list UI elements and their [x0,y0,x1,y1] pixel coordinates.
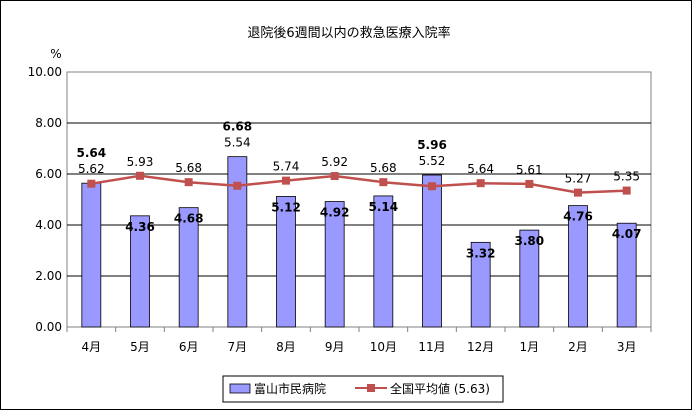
bar-value-label: 3.32 [466,246,496,260]
x-tick-label: 3月 [617,340,637,354]
line-value-label: 5.61 [516,163,543,177]
legend-swatch-bar [229,383,251,394]
bar [519,229,540,328]
x-tick-label: 12月 [467,340,494,354]
line-value-label: 5.64 [467,162,494,176]
bar-value-label: 6.68 [223,120,253,134]
y-axis-unit: % [50,47,61,61]
bar [373,195,394,328]
x-axis-ticks: 4月 5月 6月 7月 8月 9月 10月 11月 12月 1月 2月 3月 [66,327,652,354]
data-labels: 5.64 5.62 4.36 5.93 4.68 5.68 6.68 5.54 5.12 5.74… [77,120,642,261]
line-point [330,172,339,181]
bar-value-label: 5.96 [417,138,447,152]
y-tick-label: 10.00 [28,65,62,79]
legend-label-national-average: 全国平均値 (5.63) [390,381,490,396]
y-tick-label: 0.00 [35,320,62,334]
bar-series [81,156,637,328]
line-point [379,178,388,187]
legend-swatch-marker [367,384,375,392]
line-point [136,171,144,180]
line-series [87,171,631,197]
bar [422,174,442,328]
national-average-line [91,174,627,194]
y-tick-label: 8.00 [35,116,62,130]
bar-value-label: 5.14 [369,200,399,214]
line-point [282,176,290,185]
bar [470,241,491,328]
line-value-label: 5.93 [127,155,154,169]
bar [616,222,637,328]
bar [178,207,199,328]
y-tick-label: 2.00 [35,269,62,283]
gridlines [67,122,651,277]
line-value-label: 5.62 [78,162,105,176]
line-value-label: 5.68 [370,161,397,175]
bar-value-label: 3.80 [515,234,545,248]
x-tick-label: 8月 [276,340,296,354]
bar-value-label: 4.07 [612,227,642,241]
x-tick-label: 1月 [520,340,540,354]
legend-label-hospital: 富山市民病院 [254,381,326,396]
line-point [525,179,534,188]
legend: 富山市民病院 全国平均値 (5.63) [222,375,504,403]
bar [227,156,248,328]
bar-value-label: 4.92 [320,206,350,220]
bar [276,196,296,328]
plot-area [66,71,652,328]
bar [130,215,150,328]
line-value-label: 5.35 [613,170,640,184]
line-value-label: 5.27 [565,172,592,186]
x-tick-label: 9月 [325,340,345,354]
x-tick-label: 11月 [418,340,445,354]
bar-value-label: 5.12 [271,200,301,214]
line-point [184,178,193,187]
line-value-label: 5.92 [321,155,348,169]
x-tick-label: 4月 [82,340,102,354]
y-tick-label: 4.00 [35,218,62,232]
line-point [428,182,436,191]
line-value-label: 5.54 [224,136,251,150]
bar-value-label: 5.64 [77,146,107,160]
line-point [574,188,582,197]
line-value-label: 5.68 [175,161,202,175]
x-tick-label: 2月 [568,340,588,354]
line-point [87,179,96,188]
line-value-label: 5.74 [273,160,300,174]
line-value-label: 5.52 [419,154,446,168]
x-tick-label: 10月 [370,340,397,354]
line-point [476,179,485,188]
x-tick-label: 6月 [179,340,199,354]
bar [81,182,102,328]
line-point [622,186,631,195]
bar-value-label: 4.76 [563,210,593,224]
chart-title: 退院後6週間以内の救急医療入院率 [247,25,450,41]
bar-value-label: 4.36 [125,220,155,234]
x-tick-label: 5月 [130,340,150,354]
bar [324,201,345,328]
x-tick-label: 7月 [228,340,248,354]
y-axis-ticks: 0.00 2.00 4.00 6.00 8.00 10.00 [28,65,62,334]
bar-value-label: 4.68 [174,212,204,226]
bar [568,205,588,328]
y-tick-label: 6.00 [35,167,62,181]
line-point [233,181,242,190]
